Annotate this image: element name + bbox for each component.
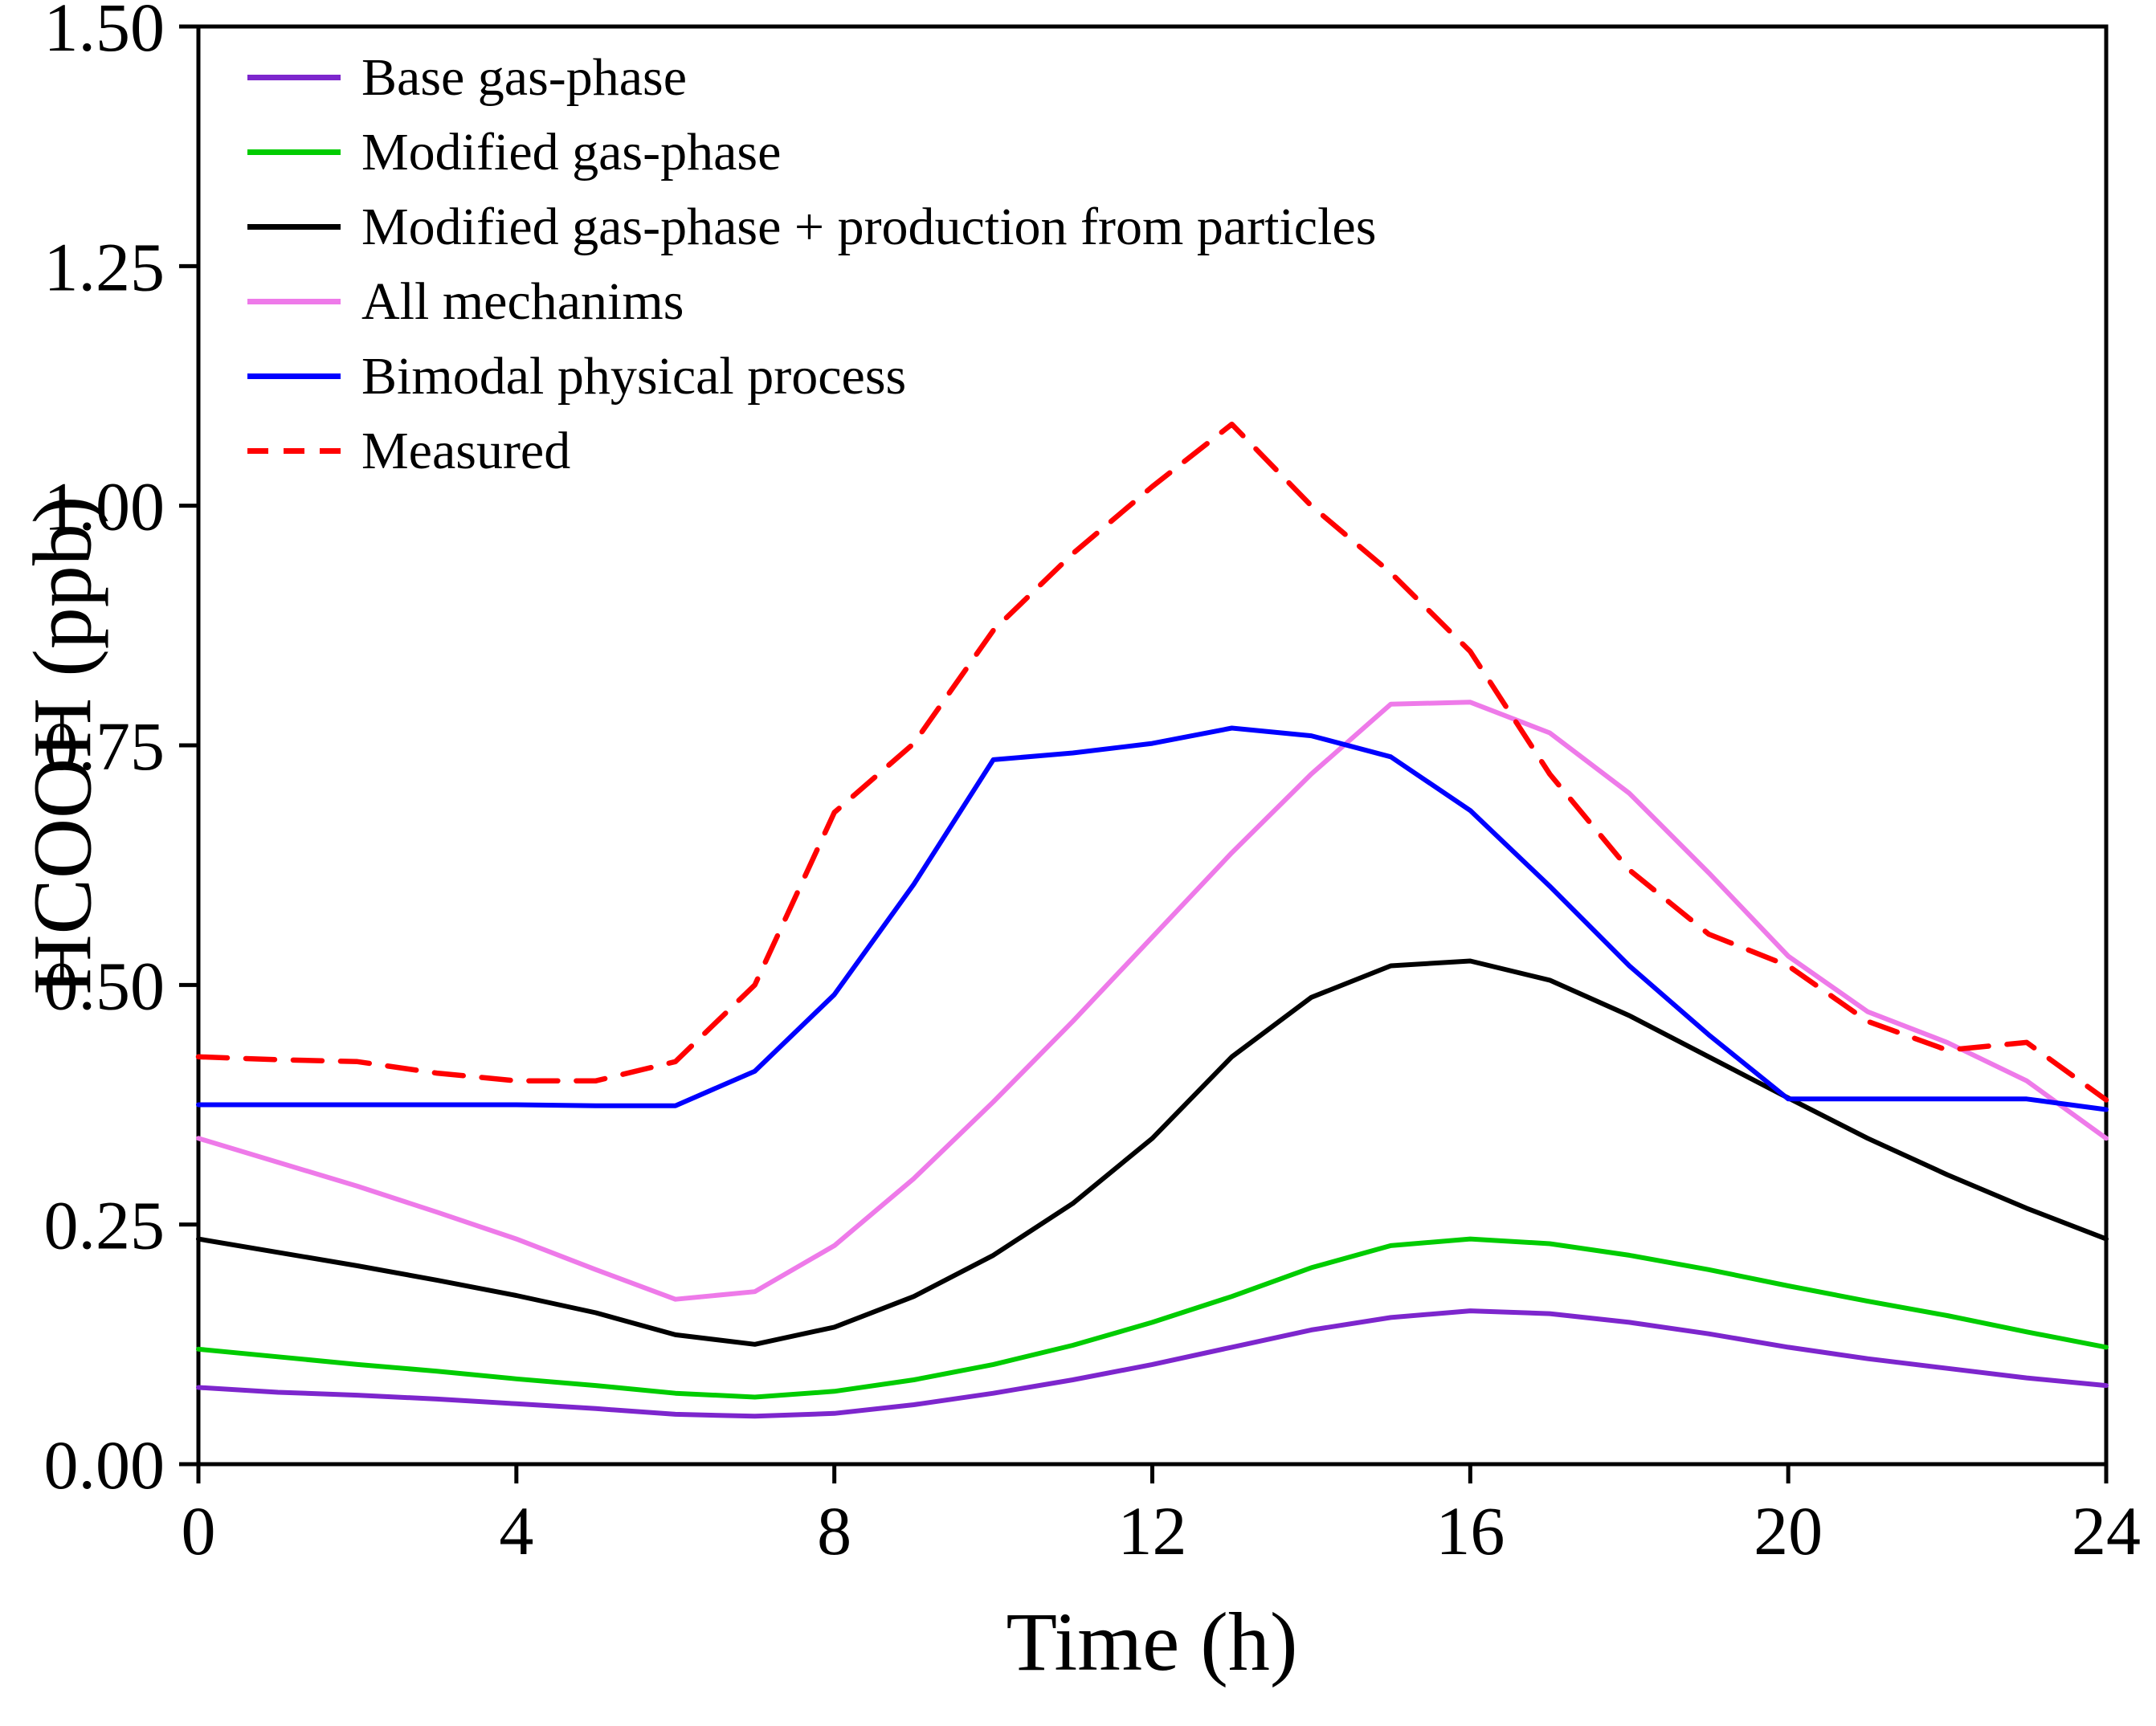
legend-item-measured: Measured — [247, 414, 1376, 488]
series-line-5 — [195, 421, 2109, 1103]
legend-label: Base gas-phase — [361, 47, 688, 107]
x-tick-label: 0 — [182, 1492, 216, 1569]
series-line-0 — [196, 1308, 2109, 1419]
series-line-3 — [196, 700, 2109, 1302]
legend-label: All mechanims — [361, 271, 684, 331]
y-tick-label: 1.50 — [44, 0, 165, 66]
legend-item-modified-gas-phase-particles: Modified gas-phase + production from par… — [247, 190, 1376, 264]
y-axis-title: HCOOH (ppb) — [16, 496, 109, 995]
y-tick-label: 0.75 — [44, 708, 165, 785]
x-tick-label: 4 — [499, 1492, 533, 1569]
legend-item-base-gas-phase: Base gas-phase — [247, 40, 1376, 115]
legend-item-bimodal-physical-process: Bimodal physical process — [247, 339, 1376, 414]
legend-line-sample — [247, 224, 341, 230]
series-line-1 — [196, 1236, 2109, 1400]
legend-line-sample — [247, 149, 341, 155]
x-tick-label: 12 — [1118, 1492, 1187, 1569]
x-tick-label: 16 — [1435, 1492, 1505, 1569]
legend-item-all-mechanims: All mechanims — [247, 264, 1376, 339]
legend-item-modified-gas-phase: Modified gas-phase — [247, 115, 1376, 190]
y-tick-label: 0.50 — [44, 947, 165, 1024]
legend-label: Measured — [361, 421, 571, 480]
series-line-4 — [196, 725, 2109, 1112]
y-tick-label: 1.25 — [44, 228, 165, 305]
series-line-2 — [196, 958, 2109, 1347]
x-tick-label: 20 — [1754, 1492, 1823, 1569]
x-axis-title: Time (h) — [1006, 1596, 1298, 1688]
x-tick-label: 24 — [2072, 1492, 2141, 1569]
y-tick-label: 0.00 — [44, 1426, 165, 1504]
legend-label: Modified gas-phase — [361, 122, 782, 182]
legend-line-sample — [247, 75, 341, 80]
x-tick-label: 8 — [817, 1492, 851, 1569]
legend: Base gas-phase Modified gas-phase Modifi… — [247, 40, 1376, 488]
legend-label: Modified gas-phase + production from par… — [361, 197, 1377, 256]
y-tick-label: 1.00 — [44, 468, 165, 545]
legend-label: Bimodal physical process — [361, 346, 907, 406]
y-tick-label: 0.25 — [44, 1187, 165, 1264]
legend-line-sample — [247, 373, 341, 379]
legend-line-sample — [247, 448, 341, 454]
legend-line-sample — [247, 299, 341, 304]
